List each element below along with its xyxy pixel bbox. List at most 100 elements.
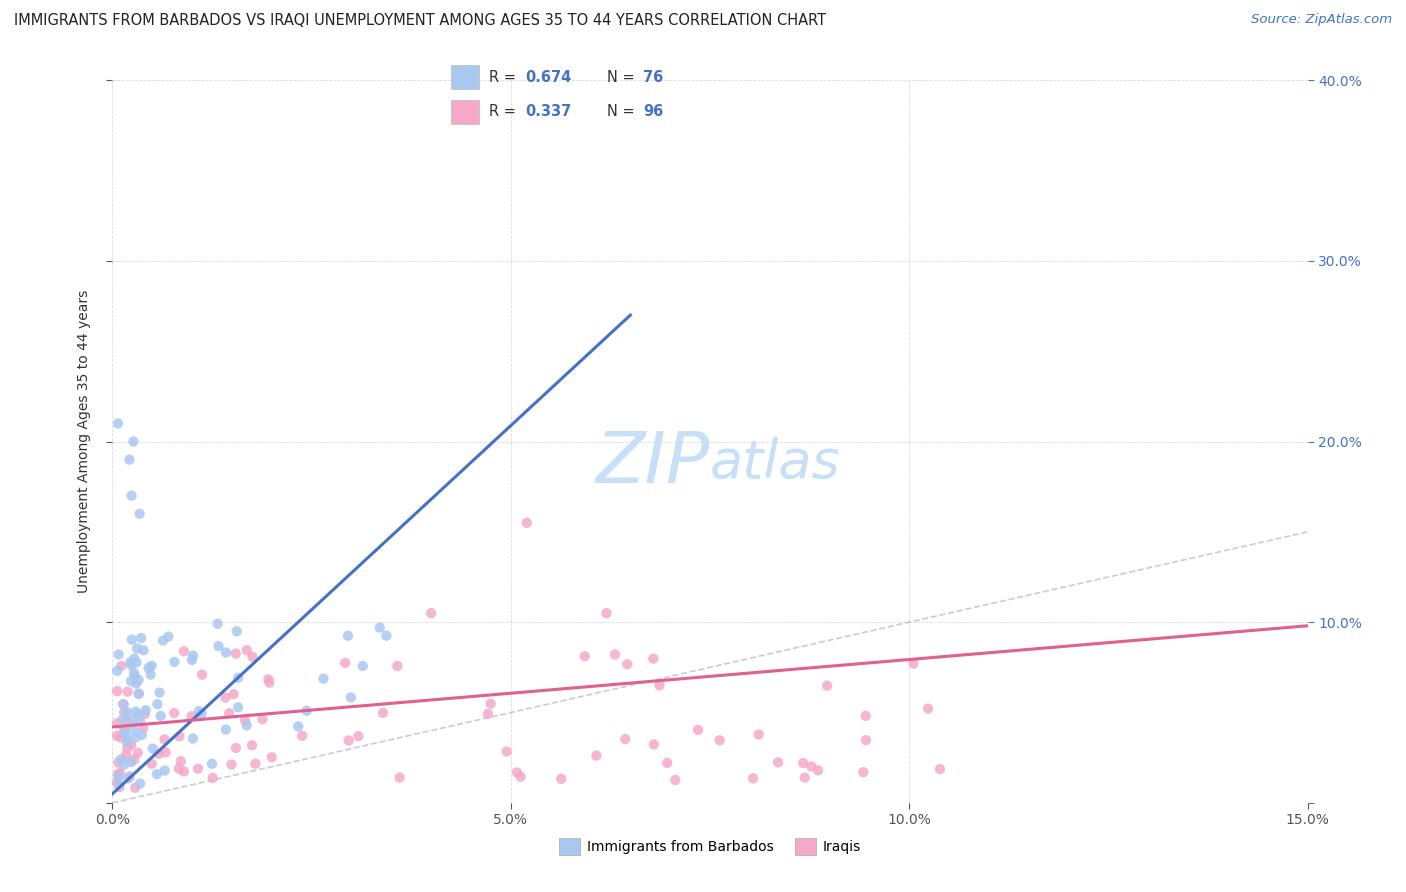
Point [120,674,142,689]
Point [112,757,135,772]
Point [595,606,617,620]
Point [643,651,665,665]
Point [107,417,129,431]
Legend: Immigrants from Barbados, Iraqis: Immigrants from Barbados, Iraqis [554,833,866,861]
Point [191,667,214,681]
Point [917,701,939,715]
Point [124,780,146,795]
Point [118,769,141,783]
Point [124,669,146,683]
Point [141,756,163,771]
Text: 96: 96 [643,104,664,120]
Point [125,656,148,670]
Text: Source: ZipAtlas.com: Source: ZipAtlas.com [1251,13,1392,27]
Point [903,657,925,671]
Text: N =: N = [607,70,640,85]
Point [122,713,145,727]
Point [127,706,149,721]
Point [152,633,174,648]
Point [105,775,128,789]
Point [614,732,637,747]
Point [657,756,679,770]
Point [312,672,335,686]
Point [766,756,789,770]
Point [157,630,180,644]
Point [107,648,129,662]
Point [132,643,155,657]
Point [815,679,838,693]
Point [793,771,815,785]
Point [105,716,128,731]
Point [245,756,267,771]
Point [155,745,177,759]
Point [375,629,398,643]
Point [127,641,149,656]
Point [120,738,142,752]
Point [236,718,259,732]
Point [105,664,128,678]
Point [509,770,531,784]
Point [352,659,374,673]
Point [233,714,256,728]
Point [187,762,209,776]
Point [225,624,247,639]
Text: ZIP: ZIP [596,429,710,498]
Point [181,653,204,667]
Point [257,673,280,687]
Point [169,729,191,743]
Text: atlas: atlas [710,437,841,489]
Point [148,747,170,761]
Point [800,759,823,773]
Point [120,656,142,670]
Point [929,762,952,776]
Point [181,648,204,663]
Point [191,706,214,721]
Point [129,631,152,645]
Point [129,714,152,728]
Point [122,651,145,665]
Point [173,764,195,779]
Point [226,671,249,685]
Point [105,729,128,743]
Point [134,706,156,721]
Point [388,771,411,785]
Point [664,772,686,787]
Point [117,705,139,719]
Point [420,606,443,620]
Point [128,687,150,701]
Point [120,658,142,673]
Point [115,748,138,763]
Text: IMMIGRANTS FROM BARBADOS VS IRAQI UNEMPLOYMENT AMONG AGES 35 TO 44 YEARS CORRELA: IMMIGRANTS FROM BARBADOS VS IRAQI UNEMPL… [14,13,827,29]
Point [495,745,517,759]
Point [855,709,877,723]
Point [336,629,359,643]
Point [110,752,132,766]
Point [148,686,170,700]
Point [180,709,202,723]
Point [112,706,135,720]
Point [115,714,138,728]
Point [121,489,143,503]
Point [616,657,638,672]
Point [748,727,770,741]
Point [118,452,141,467]
Point [125,705,148,719]
Point [110,731,132,745]
Point [120,755,142,769]
Point [287,719,309,733]
Point [574,649,596,664]
Point [153,732,176,747]
Point [226,700,249,714]
Text: 76: 76 [643,70,664,85]
Text: R =: R = [489,70,522,85]
Point [852,765,875,780]
Point [163,706,186,720]
Bar [451,65,478,89]
Point [115,741,138,756]
Point [585,748,607,763]
Point [603,648,626,662]
Text: R =: R = [489,104,522,120]
Point [643,737,665,751]
Point [128,507,150,521]
Point [146,767,169,781]
